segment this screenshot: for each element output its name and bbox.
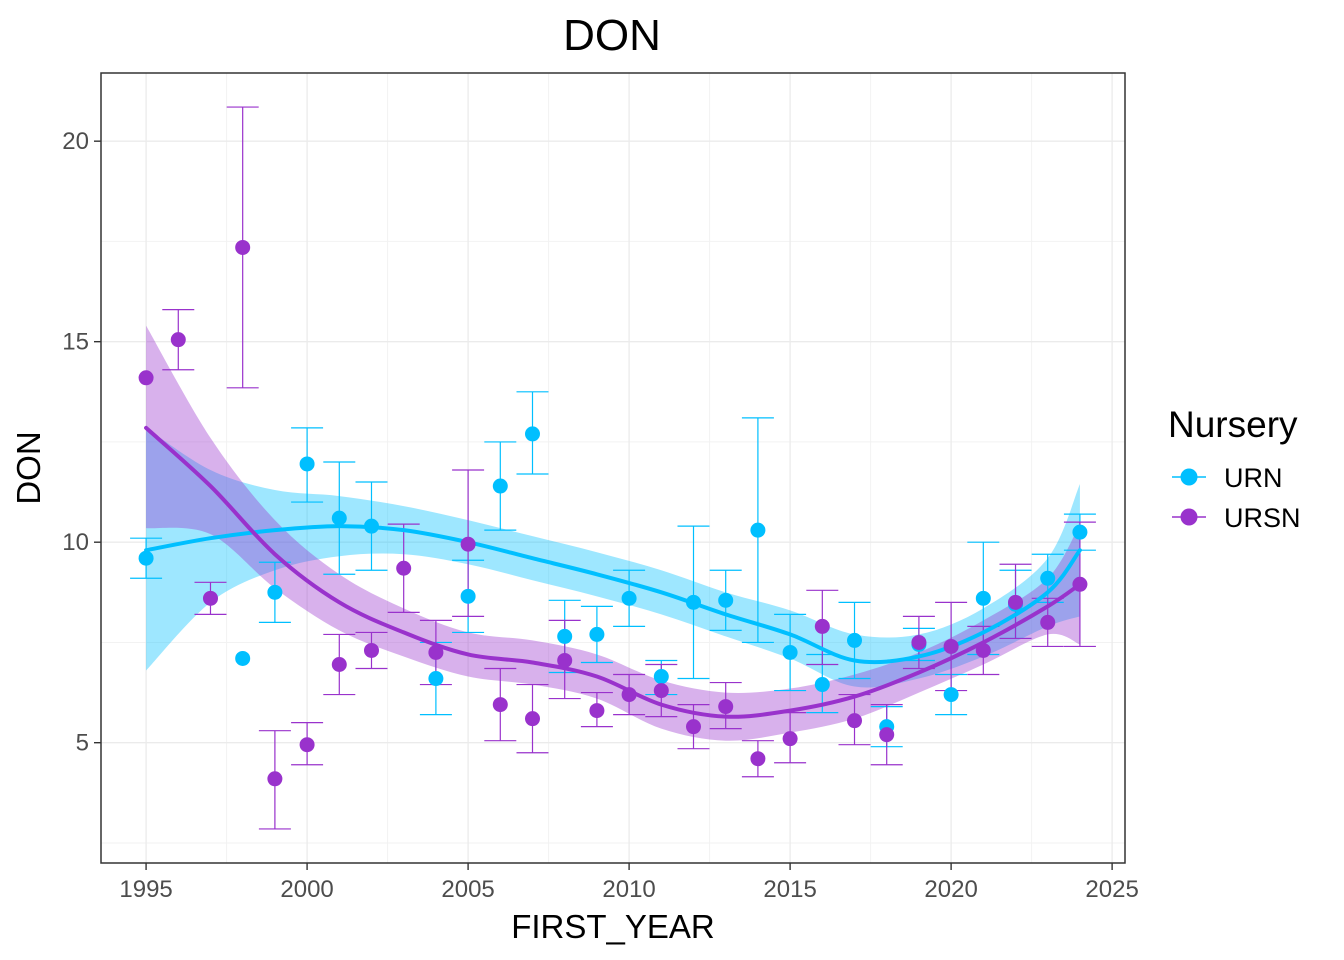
urn-data-point bbox=[943, 687, 959, 703]
ursn-data-point bbox=[524, 711, 540, 727]
ursn-data-point bbox=[814, 618, 830, 634]
urn-data-point bbox=[653, 669, 669, 685]
x-tick-label: 2000 bbox=[280, 876, 333, 903]
ursn-data-point bbox=[299, 737, 315, 753]
urn-data-point bbox=[1072, 524, 1088, 540]
ursn-data-point bbox=[202, 590, 218, 606]
legend-item-ursn: URSN bbox=[1172, 503, 1301, 533]
x-tick-label: 2025 bbox=[1085, 876, 1138, 903]
ursn-data-point bbox=[267, 771, 283, 787]
confidence-bands bbox=[146, 325, 1080, 741]
legend-item-urn: URN bbox=[1172, 463, 1283, 493]
ursn-data-point bbox=[1072, 576, 1088, 592]
ursn-data-point bbox=[235, 239, 251, 255]
y-tick-label: 10 bbox=[62, 529, 89, 556]
urn-data-point bbox=[331, 510, 347, 526]
urn-data-point bbox=[589, 626, 605, 642]
legend-label: URSN bbox=[1224, 503, 1301, 533]
ursn-data-point bbox=[1040, 614, 1056, 630]
x-tick-label: 2005 bbox=[441, 876, 494, 903]
x-tick-label: 2015 bbox=[763, 876, 816, 903]
y-tick-label: 15 bbox=[62, 329, 89, 356]
urn-data-point bbox=[235, 650, 251, 666]
urn-data-point bbox=[1040, 570, 1056, 586]
urn-data-point bbox=[267, 584, 283, 600]
grid bbox=[101, 73, 1125, 863]
urn-data-point bbox=[686, 594, 702, 610]
legend-key-point bbox=[1180, 468, 1198, 486]
ursn-smooth-line bbox=[144, 425, 1082, 719]
legend: Nursery URN URSN bbox=[1168, 404, 1301, 533]
urn-data-point bbox=[750, 522, 766, 538]
urn-data-point bbox=[814, 677, 830, 693]
x-tick-label: 2010 bbox=[602, 876, 655, 903]
ursn-data-point bbox=[460, 536, 476, 552]
ursn-data-point bbox=[557, 652, 573, 668]
urn-data-point bbox=[460, 588, 476, 604]
y-axis: 5 10 15 20 bbox=[62, 128, 101, 757]
legend-title: Nursery bbox=[1168, 404, 1298, 445]
urn-data-point bbox=[138, 550, 154, 566]
urn-data-point bbox=[524, 426, 540, 442]
ursn-data-point bbox=[170, 332, 186, 348]
ursn-data-point bbox=[492, 697, 508, 713]
x-tick-label: 2020 bbox=[924, 876, 977, 903]
ursn-data-point bbox=[428, 644, 444, 660]
ursn-data-point bbox=[331, 656, 347, 672]
urn-confidence-band bbox=[146, 427, 1080, 688]
ursn-data-point bbox=[847, 713, 863, 729]
y-axis-title: DON bbox=[10, 431, 47, 504]
legend-key-point bbox=[1180, 508, 1198, 526]
ursn-data-point bbox=[750, 751, 766, 767]
ursn-data-point bbox=[589, 703, 605, 719]
ursn-data-point bbox=[911, 634, 927, 650]
chart-title: DON bbox=[563, 11, 661, 60]
ursn-data-point bbox=[686, 719, 702, 735]
urn-data-point bbox=[975, 590, 991, 606]
legend-label: URN bbox=[1224, 463, 1283, 493]
ursn-data-point bbox=[653, 683, 669, 699]
ursn-data-point bbox=[975, 642, 991, 658]
plot-border bbox=[100, 72, 1126, 864]
ursn-data-point bbox=[943, 638, 959, 654]
ursn-data-point bbox=[138, 370, 154, 386]
urn-data-point bbox=[492, 478, 508, 494]
x-axis-title: FIRST_YEAR bbox=[511, 908, 715, 945]
x-tick-label: 1995 bbox=[119, 876, 172, 903]
data-points bbox=[138, 239, 1088, 787]
urn-data-point bbox=[299, 456, 315, 472]
urn-data-point bbox=[782, 644, 798, 660]
ursn-data-point bbox=[718, 699, 734, 715]
y-tick-label: 20 bbox=[62, 128, 89, 155]
ursn-data-point bbox=[782, 731, 798, 747]
x-axis: 1995 2000 2005 2010 2015 2020 2025 bbox=[119, 863, 1139, 903]
y-tick-label: 5 bbox=[76, 730, 89, 757]
urn-data-point bbox=[621, 590, 637, 606]
ursn-confidence-band bbox=[146, 325, 1080, 741]
ursn-data-point bbox=[621, 687, 637, 703]
ursn-data-point bbox=[363, 642, 379, 658]
urn-data-point bbox=[847, 632, 863, 648]
urn-data-point bbox=[557, 628, 573, 644]
ursn-data-point bbox=[879, 727, 895, 743]
urn-data-point bbox=[428, 671, 444, 687]
ursn-data-point bbox=[1008, 594, 1024, 610]
ursn-data-point bbox=[396, 560, 412, 576]
urn-data-point bbox=[363, 518, 379, 534]
urn-data-point bbox=[718, 592, 734, 608]
plot-area bbox=[100, 72, 1126, 864]
